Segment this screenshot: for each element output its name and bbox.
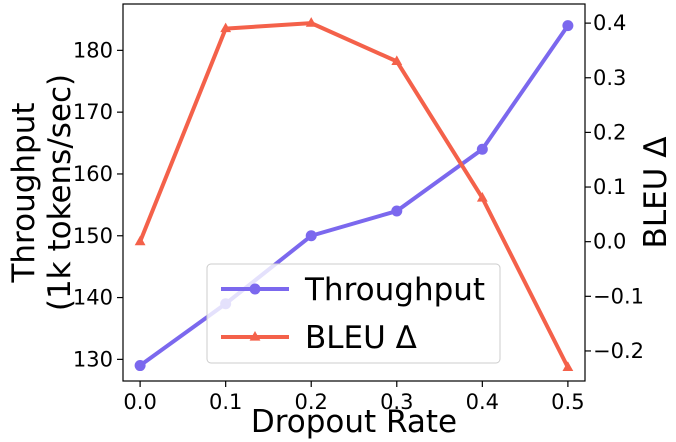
y-left-tick-label: 180 (73, 38, 113, 62)
data-point-circle (391, 205, 403, 217)
plot-frame (122, 3, 586, 382)
y-left-tick-label: 170 (73, 100, 113, 124)
x-tick-label: 0.2 (295, 390, 328, 414)
y-left-axis-title-line1: Throughput (6, 102, 42, 283)
x-tick-label: 0.5 (551, 390, 584, 414)
data-point-triangle (476, 191, 488, 202)
data-point-triangle (220, 22, 232, 33)
data-point-circle (562, 20, 574, 32)
y-right-tick-label: 0.0 (593, 230, 626, 254)
legend-swatch-triangle (249, 331, 261, 341)
x-tick-label: 0.0 (123, 390, 156, 414)
series-line (138, 21, 570, 369)
y-right-tick-label: −0.2 (593, 339, 644, 363)
y-right-axis-title: BLEU Δ (638, 137, 674, 249)
data-point-circle (476, 143, 488, 155)
data-point-triangle (134, 235, 146, 246)
x-tick-label: 0.4 (466, 390, 499, 414)
data-point-circle (134, 360, 146, 372)
y-left-tick-label: 130 (73, 347, 113, 371)
y-right-tick-label: 0.2 (593, 120, 626, 144)
legend-label: BLEU Δ (305, 320, 417, 356)
data-point-triangle (305, 17, 317, 27)
legend-entries: Throughput BLEU Δ (221, 272, 485, 356)
y-right-tick-label: 0.4 (593, 11, 626, 35)
legend-label: Throughput (304, 272, 485, 308)
ticks-layer: 0.0 0.1 0.2 0.3 0.4 0.5 130 140 150 160 170 180 −0.2… (73, 11, 644, 414)
legend-swatch-circle (249, 283, 261, 295)
legend: Throughput BLEU Δ (206, 263, 501, 364)
y-right-tick-label: −0.1 (593, 284, 644, 308)
y-right-tick-label: 0.3 (593, 66, 626, 90)
axis-titles: Dropout Rate Throughput (1k tokens/sec) … (6, 74, 674, 440)
series-bleu (134, 17, 574, 371)
y-left-tick-label: 160 (73, 162, 113, 186)
y-right-tick-label: 0.1 (593, 175, 626, 199)
x-tick-label: 0.3 (380, 390, 413, 414)
data-point-triangle (562, 361, 574, 371)
y-left-tick-label: 150 (73, 224, 113, 248)
data-point-circle (305, 230, 317, 242)
y-left-axis-title-line2: (1k tokens/sec) (42, 74, 78, 311)
x-axis-title: Dropout Rate (251, 404, 457, 440)
x-tick-label: 0.1 (209, 390, 242, 414)
data-point-triangle (391, 55, 403, 65)
y-left-tick-label: 140 (73, 286, 113, 310)
